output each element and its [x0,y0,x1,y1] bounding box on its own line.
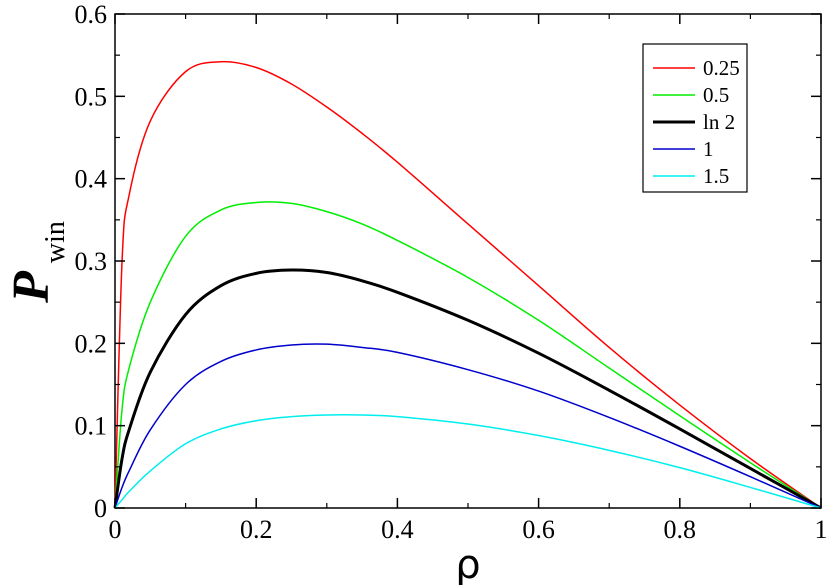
y-tick-label: 0.2 [75,329,108,358]
x-tick-label: 0.2 [240,515,273,544]
x-tick-label: 0.8 [664,515,697,544]
series-line-2 [113,268,822,510]
legend-label-4: 1.5 [703,164,729,188]
legend-label-1: 0.5 [703,83,729,107]
y-tick-label: 0.1 [75,412,108,441]
x-tick-label: 0.6 [522,515,555,544]
y-axis-label-main: P [3,270,60,304]
y-tick-label: 0.4 [75,165,108,194]
series-line-3 [114,343,822,509]
series-line-1 [114,201,822,509]
x-tick-label: 0.4 [381,515,414,544]
y-tick-label: 0.5 [75,82,108,111]
x-axis-label: ρ [455,542,480,585]
svg-text:P win: P win [3,221,71,304]
legend-label-3: 1 [703,137,714,161]
y-axis-label-subscript: win [40,221,71,263]
legend-label-2: ln 2 [703,110,735,134]
series-layer [113,60,822,510]
ticks-layer: 0 0.2 0.4 0.6 0.8 1 0 0.1 0.2 0.3 0.4 0.5 0.6 [75,0,828,544]
y-tick-label: 0 [94,494,107,523]
series-line-0 [114,60,822,509]
y-tick-label: 0.3 [75,247,108,276]
legend: 0.25 0.5 ln 2 1 1.5 [642,43,748,193]
x-tick-label: 0 [109,515,122,544]
series-line-4 [114,414,822,509]
x-tick-label: 1 [815,515,828,544]
legend-label-0: 0.25 [703,56,740,80]
y-tick-label: 0.6 [75,0,108,29]
y-axis-label: P win [3,221,71,304]
